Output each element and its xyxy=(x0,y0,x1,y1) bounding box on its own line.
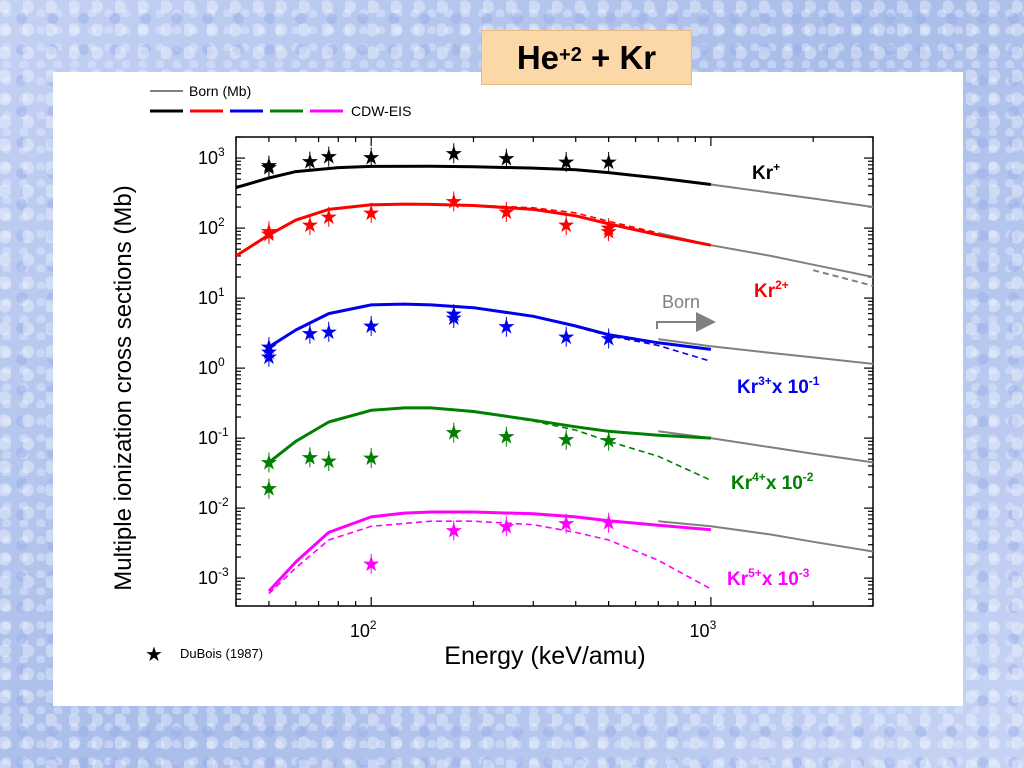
title-rest: + Kr xyxy=(581,38,657,76)
kr1-data-point: ★ xyxy=(319,146,338,169)
kr3-born-line xyxy=(658,338,873,365)
kr5-data-point: ★ xyxy=(497,515,516,538)
kr4-data-point: ★ xyxy=(260,451,279,474)
kr3-data-point: ★ xyxy=(599,327,618,350)
y-tick-label: 102 xyxy=(198,215,225,238)
kr5-data-point: ★ xyxy=(557,513,576,536)
kr5-cdw-dashed-line xyxy=(268,520,712,595)
kr3-data-point: ★ xyxy=(260,346,279,369)
kr4-data-point: ★ xyxy=(300,446,319,469)
x-axis-title: Energy (keV/amu) xyxy=(444,642,645,670)
kr3-data-point: ★ xyxy=(557,326,576,349)
y-tick-label: 10-2 xyxy=(198,495,229,518)
kr2-born-line xyxy=(658,232,873,278)
y-tick-label: 10-1 xyxy=(198,425,229,448)
page-title: He +2 + Kr xyxy=(481,30,692,85)
series-labels: Kr+ Kr2+ Kr3+x 10-1 Kr4+x 10-2 Kr5+x 10-3 xyxy=(727,160,820,590)
axis-tick-labels: 102 103 103 102 101 100 10-1 10-2 10-3 xyxy=(198,145,717,641)
kr2-born-dashed-line xyxy=(812,269,873,287)
kr4-data-point: ★ xyxy=(497,426,516,449)
kr3-data-point: ★ xyxy=(444,307,463,330)
kr3-data-point: ★ xyxy=(300,323,319,346)
x-tick-label: 103 xyxy=(690,618,717,641)
kr2-data-point: ★ xyxy=(362,202,381,225)
kr2-data-point: ★ xyxy=(319,206,338,229)
kr4-data-point: ★ xyxy=(260,478,279,501)
kr3-cdw-dashed-line xyxy=(575,325,712,363)
kr3-data-point: ★ xyxy=(319,321,338,344)
kr2-data-point: ★ xyxy=(300,214,319,237)
kr2-data-point: ★ xyxy=(497,201,516,224)
y-tick-label: 101 xyxy=(198,285,225,308)
kr2-data-point: ★ xyxy=(444,190,463,213)
kr1-data-point: ★ xyxy=(557,151,576,174)
kr4-data-point: ★ xyxy=(557,429,576,452)
kr4-cdw-line xyxy=(267,406,711,464)
born-annotation: Born xyxy=(656,292,716,332)
y-axis-title: Multiple ionization cross sections (Mb) xyxy=(110,185,137,590)
kr2-data-point: ★ xyxy=(260,223,279,246)
kr3-data-point: ★ xyxy=(497,316,516,339)
legend-born-label: Born (Mb) xyxy=(189,83,251,99)
kr2-data-point: ★ xyxy=(599,220,618,243)
x-tick-label: 102 xyxy=(350,618,377,641)
data-marker-layer: ★★ ★ ★ ★ ★ ★ ★ ★★★ ★ ★ ★ ★ ★★ ★★★★★★ ★ ★★★ ★ ★ ★★★★ ★ ★★ ★ ★ ★★… xyxy=(260,142,619,576)
kr1-data-point: ★ xyxy=(497,148,516,171)
kr3-cdw-line xyxy=(268,302,712,351)
kr1-data-point: ★ xyxy=(300,151,319,174)
y-tick-label: 10-3 xyxy=(198,565,229,588)
kr4-data-point: ★ xyxy=(444,422,463,445)
kr4-data-point: ★ xyxy=(362,447,381,470)
kr1-data-point: ★ xyxy=(362,146,381,169)
legend: Born (Mb) CDW-EIS ★ DuBois (1987) xyxy=(145,83,411,666)
kr5-data-point: ★ xyxy=(444,519,463,542)
kr1-label: Kr+ xyxy=(752,160,780,184)
y-tick-label: 100 xyxy=(198,355,225,378)
title-base: He xyxy=(516,38,560,76)
kr5-data-point: ★ xyxy=(362,553,381,576)
kr5-label: Kr5+x 10-3 xyxy=(727,566,810,590)
kr4-label: Kr4+x 10-2 xyxy=(731,470,814,494)
kr4-data-point: ★ xyxy=(319,450,338,473)
kr4-data-point: ★ xyxy=(599,430,618,453)
kr5-data-point: ★ xyxy=(599,512,618,535)
born-annotation-label: Born xyxy=(662,292,700,312)
legend-dubois-label: DuBois (1987) xyxy=(180,646,263,661)
kr1-cdw-line xyxy=(236,164,712,189)
kr3-data-point: ★ xyxy=(362,315,381,338)
kr1-data-point: ★ xyxy=(599,151,618,174)
kr1-data-point: ★ xyxy=(260,157,279,180)
title-charge: +2 xyxy=(559,44,582,66)
legend-dubois-star: ★ xyxy=(145,644,163,666)
white-panel xyxy=(53,72,963,706)
kr3-label: Kr3+x 10-1 xyxy=(737,374,820,398)
kr5-cdw-line xyxy=(267,510,712,593)
y-tick-label: 103 xyxy=(198,145,225,168)
born-arrow xyxy=(656,312,716,332)
axis-ticks xyxy=(235,136,874,607)
kr2-data-point: ★ xyxy=(557,214,576,237)
kr5-born-line xyxy=(658,520,873,553)
legend-cdw-label: CDW-EIS xyxy=(351,103,411,119)
kr1-data-point: ★ xyxy=(444,142,463,165)
kr2-label: Kr2+ xyxy=(754,278,789,302)
